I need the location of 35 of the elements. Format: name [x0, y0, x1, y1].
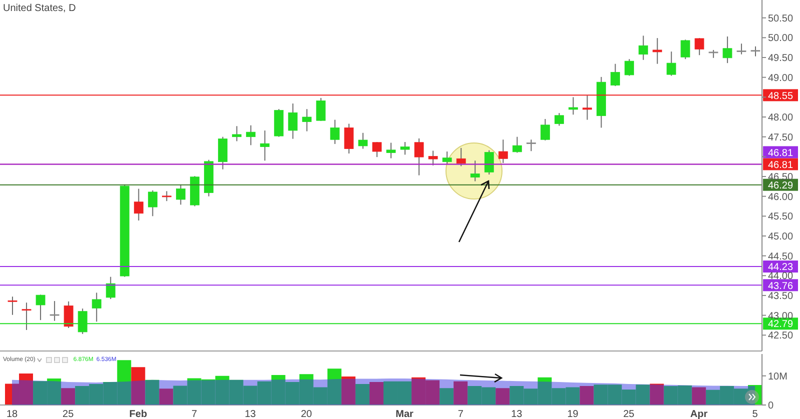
x-tick-label: 13 [511, 409, 523, 419]
y-tick-label: 42.50 [768, 330, 794, 342]
ref-line-label: 46.81 [768, 148, 794, 159]
y-tick-label: 50.00 [768, 33, 794, 44]
x-tick-label: 7 [191, 409, 198, 419]
y-tick-label: 44.50 [768, 251, 794, 262]
x-tick-label: 13 [244, 409, 256, 419]
y-tick-label: 49.50 [768, 53, 794, 64]
ref-line-label: 46.29 [768, 180, 794, 192]
x-tick-label: 5 [752, 409, 758, 419]
ref-line-label: 42.79 [768, 319, 794, 330]
ref-line-label: 48.55 [768, 90, 794, 102]
y-tick-label: 50.50 [768, 13, 794, 24]
y-tick-label: 47.50 [768, 132, 794, 144]
x-tick-label: 19 [567, 409, 579, 419]
y-tick-label: 45.50 [768, 212, 794, 223]
x-tick-label: Feb [129, 409, 148, 419]
x-tick-label: 7 [458, 409, 464, 419]
y-tick-label: 45.00 [768, 232, 794, 243]
ref-line-label: 43.76 [768, 280, 794, 292]
x-tick-label: Apr [690, 409, 708, 419]
y-tick-label: 10M [768, 371, 788, 382]
x-tick-label: Mar [396, 409, 414, 419]
y-tick-label: 43.50 [768, 291, 794, 302]
x-tick-label: 25 [62, 409, 74, 419]
x-tick-label: 20 [300, 409, 312, 419]
chart-title: United States, D [3, 3, 76, 14]
ref-line-label: 46.81 [768, 160, 794, 171]
y-tick-label: 0 [768, 400, 774, 412]
y-tick-label: 49.00 [768, 72, 794, 84]
y-tick-label: 48.00 [768, 112, 794, 124]
ref-line-label: 44.23 [768, 262, 794, 274]
x-tick-label: 25 [623, 409, 635, 419]
y-tick-label: 46.00 [768, 192, 794, 203]
x-tick-label: 18 [6, 409, 18, 419]
